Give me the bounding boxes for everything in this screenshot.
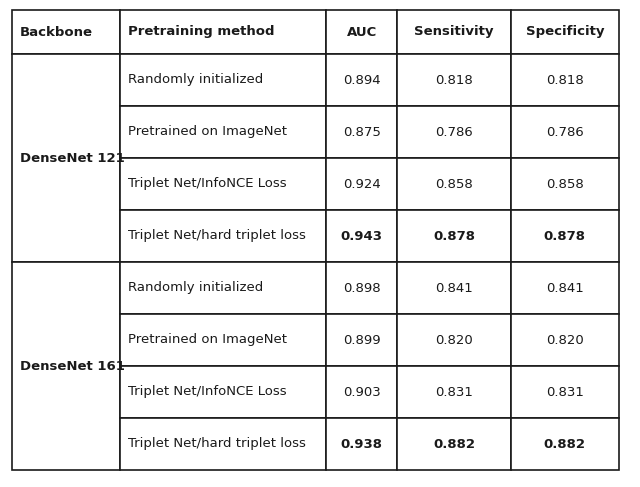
Text: Triplet Net/InfoNCE Loss: Triplet Net/InfoNCE Loss xyxy=(128,386,287,398)
Bar xyxy=(120,10,326,54)
Bar xyxy=(511,314,619,366)
Text: 0.858: 0.858 xyxy=(546,177,584,190)
Text: Backbone: Backbone xyxy=(20,25,93,38)
Text: 0.831: 0.831 xyxy=(546,386,584,398)
Text: Triplet Net/hard triplet loss: Triplet Net/hard triplet loss xyxy=(128,229,306,243)
Text: 0.899: 0.899 xyxy=(343,334,380,346)
Bar xyxy=(511,366,619,418)
Text: 0.938: 0.938 xyxy=(340,437,383,450)
Text: 0.882: 0.882 xyxy=(544,437,586,450)
Text: 0.818: 0.818 xyxy=(546,74,584,87)
Bar xyxy=(12,54,120,262)
Bar xyxy=(120,314,326,366)
Text: 0.875: 0.875 xyxy=(342,126,381,138)
Bar xyxy=(120,54,326,106)
Text: 0.841: 0.841 xyxy=(435,281,473,295)
Text: DenseNet 161: DenseNet 161 xyxy=(20,359,125,373)
Bar xyxy=(120,366,326,418)
Bar xyxy=(511,158,619,210)
Text: Sensitivity: Sensitivity xyxy=(414,25,493,38)
Text: 0.943: 0.943 xyxy=(340,229,383,243)
Bar xyxy=(397,262,511,314)
Text: 0.878: 0.878 xyxy=(433,229,475,243)
Bar xyxy=(397,314,511,366)
Text: Pretrained on ImageNet: Pretrained on ImageNet xyxy=(128,126,287,138)
Text: Pretrained on ImageNet: Pretrained on ImageNet xyxy=(128,334,287,346)
Bar xyxy=(12,262,120,470)
Text: Specificity: Specificity xyxy=(525,25,604,38)
Bar xyxy=(326,106,397,158)
Bar xyxy=(12,10,120,54)
Bar xyxy=(397,54,511,106)
Bar xyxy=(511,10,619,54)
Text: 0.820: 0.820 xyxy=(546,334,584,346)
Bar xyxy=(326,10,397,54)
Text: Triplet Net/hard triplet loss: Triplet Net/hard triplet loss xyxy=(128,437,306,450)
Bar xyxy=(397,106,511,158)
Bar xyxy=(326,158,397,210)
Bar xyxy=(397,158,511,210)
Text: 0.858: 0.858 xyxy=(435,177,473,190)
Bar xyxy=(397,10,511,54)
Text: 0.786: 0.786 xyxy=(435,126,473,138)
Bar xyxy=(511,54,619,106)
Text: Randomly initialized: Randomly initialized xyxy=(128,281,263,295)
Text: 0.924: 0.924 xyxy=(342,177,380,190)
Text: 0.841: 0.841 xyxy=(546,281,584,295)
Bar xyxy=(511,106,619,158)
Text: 0.882: 0.882 xyxy=(433,437,475,450)
Bar xyxy=(397,366,511,418)
Bar xyxy=(326,314,397,366)
Bar xyxy=(511,210,619,262)
Text: 0.898: 0.898 xyxy=(343,281,380,295)
Text: DenseNet 121: DenseNet 121 xyxy=(20,151,125,165)
Text: 0.894: 0.894 xyxy=(343,74,380,87)
Text: Triplet Net/InfoNCE Loss: Triplet Net/InfoNCE Loss xyxy=(128,177,287,190)
Text: 0.878: 0.878 xyxy=(544,229,586,243)
Bar xyxy=(397,418,511,470)
Text: 0.831: 0.831 xyxy=(435,386,473,398)
Bar xyxy=(326,418,397,470)
Bar xyxy=(326,54,397,106)
Text: 0.786: 0.786 xyxy=(546,126,584,138)
Bar xyxy=(120,262,326,314)
Bar xyxy=(120,210,326,262)
Bar xyxy=(511,418,619,470)
Bar xyxy=(511,262,619,314)
Bar xyxy=(120,158,326,210)
Bar xyxy=(120,106,326,158)
Bar xyxy=(326,210,397,262)
Text: 0.903: 0.903 xyxy=(342,386,380,398)
Bar xyxy=(326,366,397,418)
Text: AUC: AUC xyxy=(346,25,377,38)
Bar xyxy=(326,262,397,314)
Text: Randomly initialized: Randomly initialized xyxy=(128,74,263,87)
Text: 0.818: 0.818 xyxy=(435,74,473,87)
Bar xyxy=(397,210,511,262)
Bar xyxy=(120,418,326,470)
Text: Pretraining method: Pretraining method xyxy=(128,25,275,38)
Text: 0.820: 0.820 xyxy=(435,334,473,346)
